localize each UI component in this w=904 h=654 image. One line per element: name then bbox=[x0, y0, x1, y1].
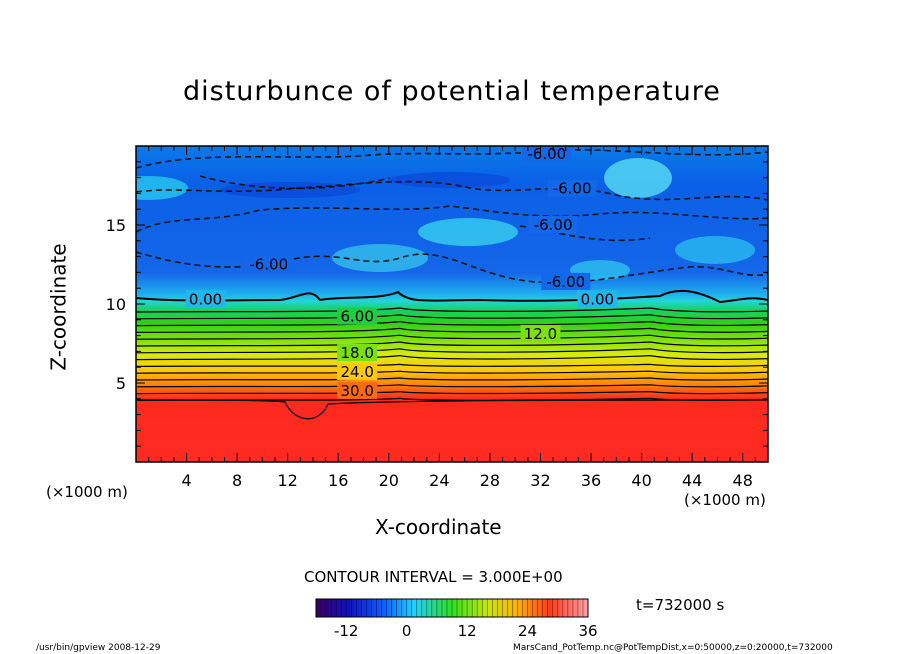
contour-label-bg-3 bbox=[244, 255, 294, 273]
colorbar-tick-label-0: 0 bbox=[402, 622, 412, 640]
colorbar-tick-label-12: 12 bbox=[458, 622, 477, 640]
contour-label-bg-1 bbox=[547, 179, 597, 197]
x-tick-label-36: 36 bbox=[581, 471, 601, 490]
contour-label-bg-7 bbox=[337, 307, 378, 325]
contours: -6.00-6.00-6.00-6.00-6.000.00 0.006.0012.… bbox=[136, 145, 768, 420]
footer-left: /usr/bin/gpview 2008-12-29 bbox=[36, 643, 161, 653]
y-axis-unit: (×1000 m) bbox=[46, 483, 128, 501]
contour-label-bg-8 bbox=[520, 325, 561, 343]
contour-label-bg-2 bbox=[528, 216, 578, 233]
positive-contour-2 bbox=[136, 320, 768, 327]
colorbar-frame bbox=[315, 598, 589, 618]
contour-label-bg-4 bbox=[541, 272, 591, 290]
field-blob-6 bbox=[220, 182, 360, 198]
y-tick-label-15: 15 bbox=[106, 216, 126, 235]
positive-contour-10 bbox=[136, 377, 768, 381]
field-blob-1 bbox=[418, 218, 518, 246]
contour-label-7: 6.00 bbox=[340, 308, 373, 326]
time-label: t=732000 s bbox=[636, 596, 725, 614]
zero-contour bbox=[136, 289, 768, 304]
colorbar-tick-label-24: 24 bbox=[518, 622, 537, 640]
y-axis-label: Z-coordinate bbox=[46, 243, 71, 371]
contour-label-bg-10 bbox=[337, 362, 378, 380]
contour-label-9: 18.0 bbox=[340, 344, 373, 362]
x-tick-label-40: 40 bbox=[631, 471, 651, 490]
positive-contour-11 bbox=[136, 384, 768, 388]
contour-label-8: 12.0 bbox=[524, 325, 557, 343]
colorbar: -12 0 12 24 36 bbox=[315, 598, 598, 640]
y-tick-label-10: 10 bbox=[106, 295, 126, 314]
contour-label-bg-0 bbox=[522, 146, 572, 162]
positive-contour-1 bbox=[136, 314, 768, 320]
x-tick-label-8: 8 bbox=[232, 471, 242, 490]
dashed-contour-1 bbox=[136, 180, 768, 201]
contour-label-4: -6.00 bbox=[546, 273, 585, 291]
x-axis-unit: (×1000 m) bbox=[684, 491, 766, 509]
positive-contour-5 bbox=[136, 341, 768, 347]
field-blob-7 bbox=[390, 172, 510, 188]
x-tick-label-44: 44 bbox=[682, 471, 702, 490]
x-tick-label-28: 28 bbox=[480, 471, 500, 490]
positive-contour-12 bbox=[136, 390, 768, 395]
field-blob-3 bbox=[675, 236, 755, 264]
contour-label-1: -6.00 bbox=[553, 180, 592, 198]
x-tick-label-12: 12 bbox=[278, 471, 298, 490]
positive-contour-6 bbox=[136, 348, 768, 354]
contour-label-bg-6 bbox=[577, 290, 618, 308]
contour-label-10: 24.0 bbox=[340, 363, 373, 381]
field-blob-4 bbox=[332, 244, 428, 272]
x-tick-label-48: 48 bbox=[733, 471, 753, 490]
bottom-contour bbox=[136, 399, 768, 420]
positive-contour-4 bbox=[136, 334, 768, 340]
contour-label-0: -6.00 bbox=[527, 145, 566, 163]
colorbar-tick-label-36: 36 bbox=[578, 622, 597, 640]
contour-interval-text: CONTOUR INTERVAL = 3.000E+00 bbox=[304, 568, 563, 586]
dashed-contour-2 bbox=[136, 205, 768, 233]
positive-contour-8 bbox=[136, 363, 768, 367]
colorbar-tick-label--12: -12 bbox=[334, 622, 359, 640]
contour-label-bg-9 bbox=[337, 343, 378, 361]
footer-right: MarsCand_PotTemp.nc@PotTempDist,x=0:5000… bbox=[513, 643, 833, 653]
heatmap-field bbox=[136, 146, 768, 462]
positive-contour-3 bbox=[136, 327, 768, 333]
x-axis-label: X-coordinate bbox=[375, 515, 502, 539]
plot-area: -6.00-6.00-6.00-6.00-6.000.00 0.006.0012.… bbox=[106, 145, 769, 490]
contour-label-6: 0.00 bbox=[581, 290, 614, 308]
x-tick-label-20: 20 bbox=[379, 471, 399, 490]
y-tick-label-5: 5 bbox=[116, 374, 126, 393]
positive-contour-9 bbox=[136, 370, 768, 374]
chart-title: disturbunce of potential temperature bbox=[183, 76, 721, 107]
x-tick-label-24: 24 bbox=[429, 471, 449, 490]
x-tick-label-16: 16 bbox=[328, 471, 348, 490]
positive-contour-0 bbox=[136, 307, 768, 313]
contour-label-bg-11 bbox=[337, 381, 378, 399]
field-blob-2 bbox=[604, 158, 672, 198]
contour-label-5: 0.00 bbox=[189, 290, 222, 308]
x-tick-label-32: 32 bbox=[530, 471, 550, 490]
positive-contour-7 bbox=[136, 354, 768, 361]
contour-label-11: 30.0 bbox=[340, 382, 373, 400]
contour-label-bg-5 bbox=[185, 290, 226, 308]
x-tick-label-4: 4 bbox=[181, 471, 191, 490]
contour-label-3: -6.00 bbox=[249, 256, 288, 274]
field-blob-0 bbox=[136, 176, 188, 200]
contour-label-2: -6.00 bbox=[534, 216, 573, 234]
dashed-contour-0 bbox=[136, 149, 768, 169]
